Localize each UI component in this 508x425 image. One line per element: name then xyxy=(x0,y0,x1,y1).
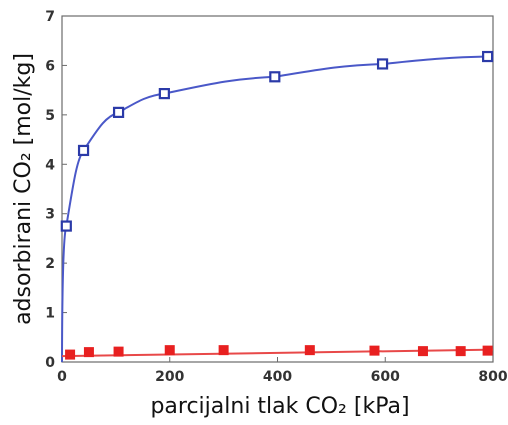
y-tick-label: 4 xyxy=(45,157,55,173)
y-tick-label: 0 xyxy=(45,355,55,371)
data-point-open-square xyxy=(482,50,494,63)
data-point-filled-square xyxy=(482,345,493,356)
data-point-filled-square xyxy=(304,345,315,356)
y-tick-label: 1 xyxy=(45,306,55,322)
x-tick-label: 200 xyxy=(155,369,184,385)
data-point-filled-square xyxy=(113,346,124,357)
data-point-filled-square xyxy=(65,349,76,360)
y-tick-label: 2 xyxy=(45,256,55,272)
data-point-open-square xyxy=(60,220,72,232)
y-axis-ticks: 0 1 2 3 4 5 6 7 xyxy=(45,9,67,371)
data-point-filled-square xyxy=(218,345,229,356)
data-point-open-square xyxy=(269,71,281,83)
x-tick-label: 800 xyxy=(478,369,507,385)
data-point-filled-square xyxy=(164,345,175,356)
fit-curve-lower xyxy=(61,348,494,358)
x-axis-ticks: 0 200 400 600 800 xyxy=(57,357,508,385)
y-axis-label: adsorbirani CO₂ [mol/kg] xyxy=(11,53,36,325)
y-tick-label: 3 xyxy=(45,207,55,223)
y-tick-label: 5 xyxy=(45,108,55,124)
x-axis-label: parcijalni tlak CO₂ [kPa] xyxy=(150,394,409,419)
y-tick-label: 7 xyxy=(45,9,55,25)
data-markers xyxy=(60,50,494,360)
data-point-open-square xyxy=(112,106,125,118)
x-tick-label: 400 xyxy=(263,369,292,385)
data-point-open-square xyxy=(77,144,90,157)
data-point-open-square xyxy=(158,88,170,100)
data-point-filled-square xyxy=(369,345,380,356)
x-tick-label: 0 xyxy=(57,369,67,385)
fit-curve-upper xyxy=(61,55,488,363)
data-point-open-square xyxy=(376,58,389,70)
data-point-filled-square xyxy=(417,346,428,357)
data-point-filled-square xyxy=(83,347,94,358)
fit-curves xyxy=(61,55,494,363)
x-tick-label: 600 xyxy=(371,369,400,385)
data-point-filled-square xyxy=(455,346,466,357)
plot-frame xyxy=(61,15,494,363)
y-tick-label: 6 xyxy=(45,58,55,74)
